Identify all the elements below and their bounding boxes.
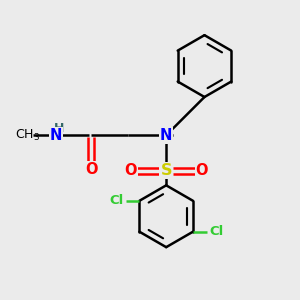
Text: CH$_3$: CH$_3$	[15, 128, 41, 143]
Text: Cl: Cl	[209, 225, 224, 238]
Text: O: O	[85, 162, 98, 177]
Text: Cl: Cl	[109, 194, 123, 207]
Text: H: H	[53, 122, 64, 135]
Text: O: O	[124, 163, 137, 178]
Text: N: N	[50, 128, 62, 143]
Text: O: O	[195, 163, 208, 178]
Text: N: N	[160, 128, 172, 143]
Text: S: S	[160, 163, 172, 178]
